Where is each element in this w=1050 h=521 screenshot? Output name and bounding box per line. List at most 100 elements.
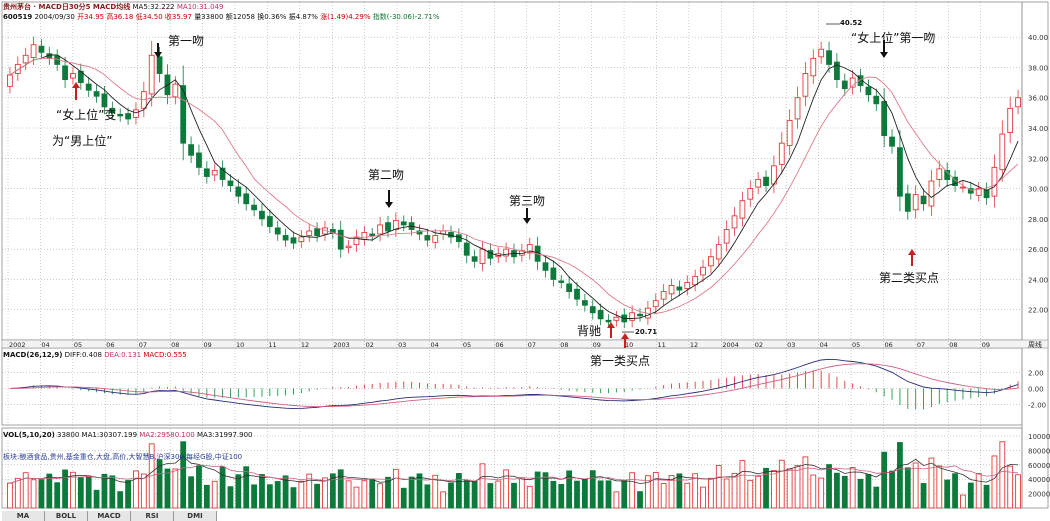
candle-body — [188, 144, 194, 156]
volume-bar — [353, 486, 360, 509]
candle-body — [715, 244, 722, 260]
volume-bar — [731, 472, 738, 509]
ma10-label: MA10:31.049 — [176, 3, 224, 11]
tab-ma[interactable]: MA — [2, 511, 45, 521]
candle-body — [251, 204, 257, 211]
x-tick-label: 09 — [204, 341, 212, 349]
volume-bar — [873, 486, 880, 509]
volume-bar — [46, 473, 53, 509]
tab-boll[interactable]: BOLL — [45, 511, 88, 521]
tab-rsi[interactable]: RSI — [131, 511, 174, 521]
volume-bar — [511, 482, 517, 509]
vol-y-tick: 100000 — [1028, 433, 1050, 441]
volume-bar — [133, 470, 139, 509]
candle-body — [361, 232, 368, 240]
volume-bar — [322, 477, 328, 509]
x-axis-period-label: 周线 — [1028, 340, 1042, 349]
volume-bar — [7, 482, 13, 509]
volume-bar — [660, 483, 667, 509]
volume-bar — [999, 441, 1006, 509]
x-tick-label: 07 — [139, 341, 147, 349]
volume-bar — [22, 472, 29, 509]
candle-body — [377, 224, 384, 235]
volume-bar — [448, 482, 454, 509]
y-tick-label: 26.00 — [1028, 246, 1048, 254]
candle-body — [70, 73, 76, 79]
x-tick-label: 04 — [431, 341, 439, 349]
arrow-third-kiss-head — [523, 218, 531, 224]
candle-body — [148, 54, 155, 95]
vol-name: VOL(5,10,20) — [3, 431, 55, 439]
volume-bar — [928, 457, 935, 509]
volume-bar — [337, 469, 344, 509]
candle-body — [778, 142, 785, 165]
candle-body — [975, 188, 982, 196]
volume-bar — [644, 475, 651, 509]
volume-bar — [180, 441, 187, 509]
candle-body — [345, 245, 352, 249]
candle-body — [581, 300, 588, 306]
candle-body — [967, 188, 974, 194]
y-tick-label: 32.00 — [1028, 155, 1048, 163]
volume-bar — [518, 477, 525, 509]
candle-body — [723, 229, 730, 244]
vol-ma2-line — [9, 464, 1019, 484]
candle-body — [196, 152, 202, 168]
y-tick-label: 38.00 — [1028, 64, 1048, 72]
arrow-female-to-male-head — [72, 82, 80, 88]
annotation-buy-point-2: 第二类买点 — [879, 271, 940, 285]
volume-bar — [794, 465, 801, 509]
x-tick-label: 05 — [74, 341, 82, 349]
candle-body — [54, 55, 61, 65]
ma5-line — [9, 54, 1019, 319]
annotation-female-to-male-2: 为“男上位” — [52, 134, 113, 148]
candle-body — [889, 136, 895, 147]
turnover-value: 换0.36% — [257, 13, 287, 21]
volume-bar — [991, 455, 998, 509]
volume-bar — [1015, 474, 1021, 509]
volume-bar — [668, 475, 675, 509]
x-tick-label: 06 — [106, 341, 114, 349]
macd-header: MACD(26,12,9) DIFF:0.408 DEA:0.131 MACD:… — [3, 351, 187, 359]
arrow-first-kiss-head — [154, 52, 162, 58]
candle-body — [991, 166, 998, 197]
candle-body — [479, 248, 486, 264]
macd-y-tick: -2.00 — [1028, 402, 1046, 410]
chart-title-bar: 贵州茅台 · MACD日30分5 MACD均线 MA5:32.222 MA10:… — [3, 2, 223, 12]
x-tick-label: 07 — [917, 341, 925, 349]
volume-bar — [589, 470, 596, 509]
ma5-label: MA5:32.222 — [132, 3, 175, 11]
volume-bar — [361, 480, 368, 509]
volume-bar — [251, 484, 257, 509]
high-price: 高36.18 — [106, 13, 134, 21]
candle-body — [589, 306, 596, 314]
candle-body — [259, 210, 265, 220]
x-tick-label: 02 — [366, 341, 374, 349]
volume-bar — [93, 489, 100, 509]
tab-macd[interactable]: MACD — [88, 511, 131, 521]
volume-bar — [259, 474, 265, 509]
volume-bar — [345, 480, 352, 509]
macd-value: MACD:0.555 — [143, 351, 187, 359]
volume-bar — [944, 479, 951, 509]
candle-body — [818, 48, 825, 58]
volume-bar — [77, 477, 84, 509]
volume-bar — [542, 472, 549, 509]
candle-body — [266, 216, 273, 227]
volume-bar — [676, 473, 683, 509]
volume-bar — [125, 480, 131, 509]
candle-body — [38, 45, 45, 53]
volume-bar — [369, 478, 376, 509]
tab-dmi[interactable]: DMI — [174, 511, 217, 521]
candle-body — [542, 262, 549, 271]
candle-body — [109, 107, 116, 114]
annotation-buy-point-1: 第一类买点 — [590, 354, 651, 368]
vol-ma3: MA3:31997.900 — [197, 431, 253, 439]
candle-body — [637, 313, 643, 317]
volume-bar — [684, 482, 691, 509]
annotation-female-to-male-1: “女上位”变 — [56, 108, 117, 122]
candle-body — [243, 193, 250, 205]
x-tick-label: 07 — [528, 341, 536, 349]
vol-y-tick: 60000 — [1028, 462, 1050, 470]
vol-y-tick: 80000 — [1028, 447, 1050, 455]
